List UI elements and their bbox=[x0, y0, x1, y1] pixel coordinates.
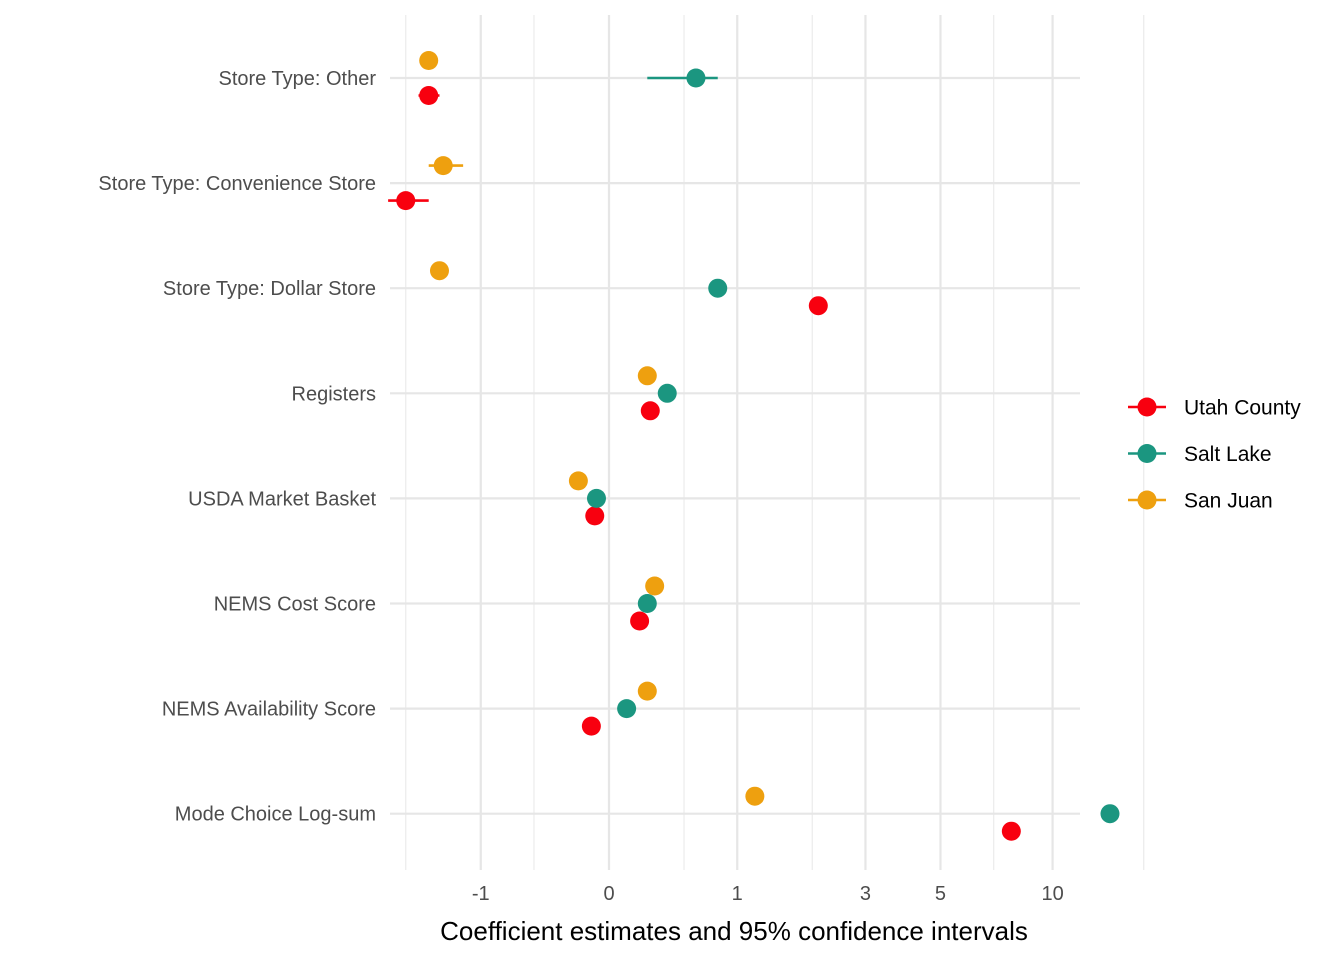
y-tick-label: USDA Market Basket bbox=[188, 488, 376, 510]
legend: Utah County Salt Lake San Juan bbox=[1128, 397, 1301, 513]
legend-key-point bbox=[1137, 397, 1157, 417]
legend-label: San Juan bbox=[1184, 490, 1273, 513]
x-tick-label: -1 bbox=[472, 883, 490, 905]
estimate-point bbox=[419, 86, 439, 105]
y-tick-label: Store Type: Dollar Store bbox=[163, 278, 376, 300]
y-tick-label: Mode Choice Log-sum bbox=[175, 804, 376, 826]
legend-entry: Utah County bbox=[1128, 397, 1301, 420]
x-tick-label: 5 bbox=[935, 883, 946, 905]
y-axis-tick-labels: Store Type: Other Store Type: Convenience… bbox=[98, 68, 376, 826]
estimate-point bbox=[396, 191, 416, 211]
estimate-point bbox=[637, 594, 657, 613]
estimate-point bbox=[686, 68, 706, 88]
x-tick-label: 3 bbox=[860, 883, 871, 905]
estimate-point bbox=[429, 261, 449, 281]
y-tick-label: Store Type: Convenience Store bbox=[98, 173, 376, 195]
y-tick-label: NEMS Availability Score bbox=[162, 699, 376, 721]
estimate-point bbox=[433, 156, 453, 176]
x-tick-label: 0 bbox=[603, 883, 614, 905]
estimate-point bbox=[586, 488, 606, 508]
estimate-point bbox=[637, 681, 657, 701]
estimate-point bbox=[645, 576, 665, 596]
estimate-point bbox=[585, 506, 605, 526]
legend-key-point bbox=[1137, 444, 1157, 463]
estimate-point bbox=[708, 278, 728, 298]
estimate-point bbox=[630, 611, 650, 631]
estimate-point bbox=[808, 296, 828, 316]
estimate-point bbox=[419, 51, 439, 70]
y-tick-label: Store Type: Other bbox=[219, 68, 377, 90]
estimate-point bbox=[568, 471, 588, 491]
legend-label: Utah County bbox=[1184, 397, 1301, 420]
x-axis-tick-labels: -1 0 1 3 5 10 bbox=[472, 883, 1064, 905]
estimate-point bbox=[657, 383, 677, 403]
legend-label: Salt Lake bbox=[1184, 443, 1272, 466]
data-points bbox=[388, 51, 1120, 841]
gridlines bbox=[390, 15, 1145, 870]
legend-entry: Salt Lake bbox=[1128, 443, 1272, 466]
y-tick-label: Registers bbox=[292, 383, 376, 405]
legend-key-point bbox=[1137, 490, 1157, 510]
estimate-point bbox=[1100, 804, 1120, 824]
x-tick-label: 1 bbox=[732, 883, 743, 905]
estimate-point bbox=[640, 401, 660, 421]
x-tick-label: 10 bbox=[1041, 883, 1063, 905]
estimate-point bbox=[637, 366, 657, 386]
estimate-point bbox=[617, 699, 637, 719]
y-tick-label: NEMS Cost Score bbox=[214, 594, 376, 616]
x-axis-label: Coefficient estimates and 95% confidence… bbox=[440, 916, 1028, 946]
estimate-point bbox=[1001, 821, 1021, 841]
estimate-point bbox=[581, 716, 601, 736]
estimate-point bbox=[745, 786, 765, 806]
legend-entry: San Juan bbox=[1128, 490, 1273, 513]
